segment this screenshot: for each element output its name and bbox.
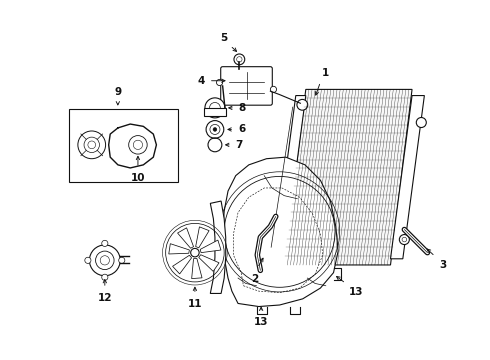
Text: 3: 3	[439, 260, 446, 270]
Text: 8: 8	[239, 103, 246, 113]
Text: 13: 13	[349, 287, 364, 297]
Polygon shape	[210, 201, 226, 293]
Circle shape	[84, 137, 99, 153]
Text: 4: 4	[197, 76, 205, 86]
Text: 6: 6	[238, 125, 245, 134]
Circle shape	[270, 86, 276, 93]
Polygon shape	[199, 255, 219, 271]
Polygon shape	[177, 228, 194, 248]
Circle shape	[102, 240, 108, 247]
Polygon shape	[222, 157, 338, 307]
Text: 10: 10	[131, 172, 145, 183]
Circle shape	[234, 54, 245, 65]
Circle shape	[402, 237, 407, 242]
Text: 2: 2	[251, 274, 259, 284]
Polygon shape	[192, 258, 202, 279]
Polygon shape	[391, 95, 424, 259]
Polygon shape	[274, 95, 306, 259]
Polygon shape	[200, 240, 221, 253]
Text: 7: 7	[236, 140, 243, 150]
Circle shape	[78, 131, 105, 159]
Circle shape	[205, 98, 225, 118]
Circle shape	[399, 235, 409, 244]
Circle shape	[96, 251, 114, 270]
Circle shape	[85, 257, 91, 264]
Text: 5: 5	[220, 33, 227, 43]
Circle shape	[210, 103, 220, 113]
Circle shape	[88, 141, 96, 149]
Circle shape	[102, 274, 108, 280]
Circle shape	[210, 125, 220, 134]
Text: 13: 13	[254, 316, 269, 327]
Circle shape	[129, 136, 147, 154]
Circle shape	[89, 245, 120, 276]
Circle shape	[297, 99, 308, 110]
Circle shape	[416, 117, 426, 127]
Polygon shape	[172, 255, 192, 274]
Text: 1: 1	[322, 68, 329, 78]
Text: 9: 9	[114, 87, 122, 97]
Circle shape	[133, 140, 143, 149]
Circle shape	[206, 121, 224, 138]
Bar	[69, 109, 178, 182]
Bar	[204, 108, 226, 116]
Text: 12: 12	[98, 293, 112, 303]
Polygon shape	[284, 89, 412, 265]
Circle shape	[191, 248, 199, 257]
Circle shape	[119, 257, 125, 264]
Text: 11: 11	[188, 299, 202, 309]
FancyBboxPatch shape	[220, 67, 272, 105]
Circle shape	[217, 80, 222, 86]
Polygon shape	[169, 244, 189, 254]
Polygon shape	[196, 227, 209, 248]
Circle shape	[213, 127, 217, 131]
Circle shape	[100, 256, 109, 265]
